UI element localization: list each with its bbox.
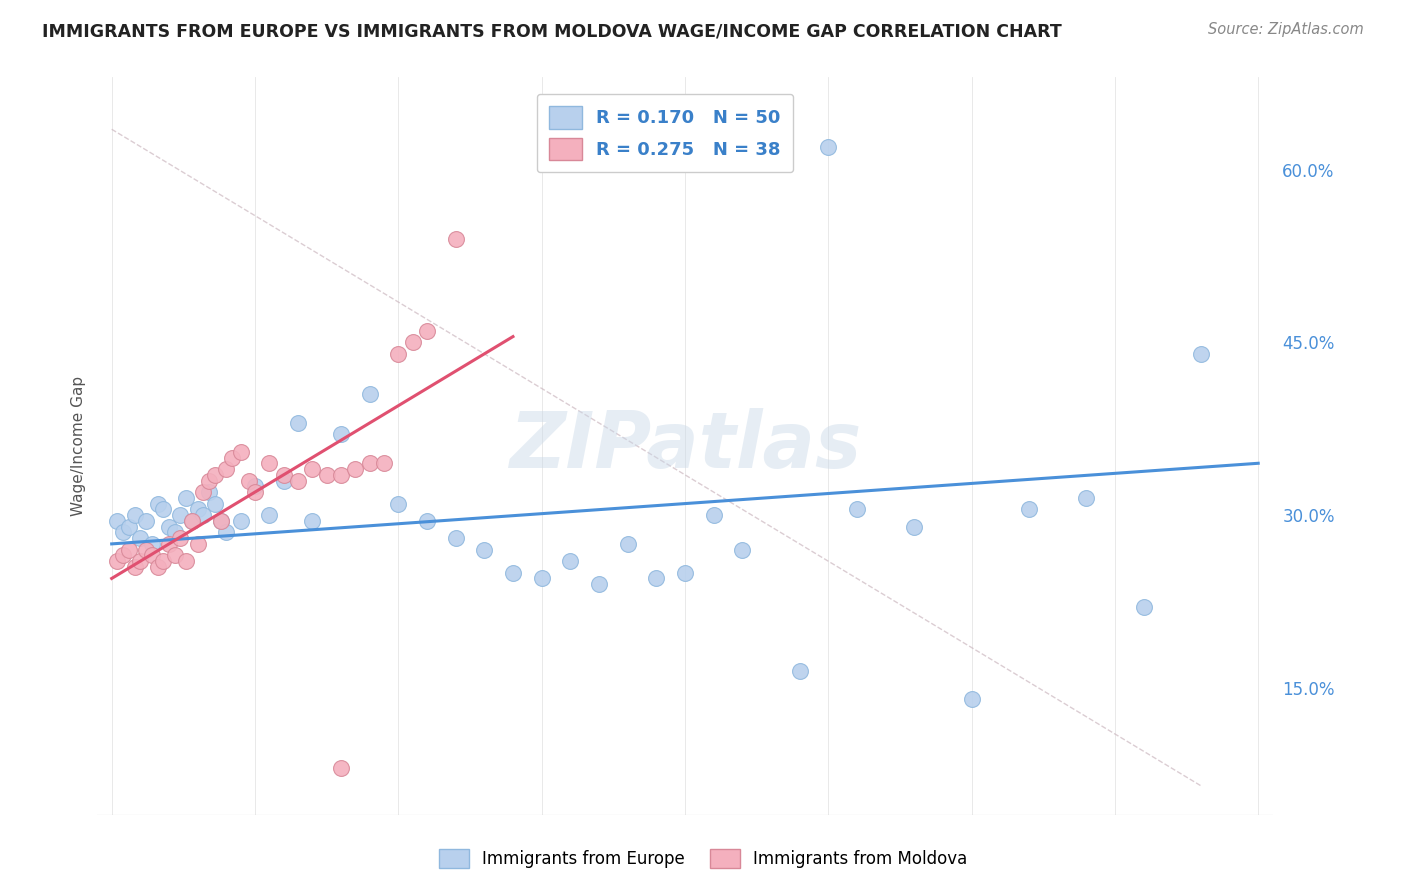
Point [169,531,191,545]
Point [209,514,232,528]
Point [141,537,163,551]
Point [229,444,252,458]
Point [330,467,353,482]
Point [198,485,221,500]
Point [146,560,169,574]
Point [530,571,553,585]
Point [416,324,439,338]
Point [1189,347,1212,361]
Point [107,554,129,568]
Point [1132,600,1154,615]
Point [259,508,281,522]
Point [187,502,209,516]
Point [472,542,495,557]
Point [287,416,309,430]
Point [845,502,868,516]
Point [174,491,197,505]
Point [146,497,169,511]
Point [616,537,638,551]
Point [215,525,238,540]
Point [560,554,582,568]
Point [387,497,409,511]
Point [359,456,381,470]
Point [209,514,232,528]
Y-axis label: Wage/Income Gap: Wage/Income Gap [72,376,86,516]
Point [204,497,226,511]
Point [645,571,668,585]
Point [129,554,152,568]
Point [152,502,174,516]
Text: ZIPatlas: ZIPatlas [509,408,860,484]
Point [502,566,524,580]
Text: Source: ZipAtlas.com: Source: ZipAtlas.com [1208,22,1364,37]
Point [193,508,215,522]
Point [789,664,811,678]
Point [112,525,135,540]
Point [301,462,323,476]
Point [359,387,381,401]
Point [107,514,129,528]
Point [673,566,696,580]
Point [163,525,186,540]
Point [817,139,839,153]
Point [135,542,157,557]
Point [387,347,409,361]
Point [112,549,135,563]
Point [187,537,209,551]
Point [129,531,152,545]
Point [215,462,238,476]
Legend: Immigrants from Europe, Immigrants from Moldova: Immigrants from Europe, Immigrants from … [432,843,974,875]
Point [238,474,260,488]
Point [315,467,337,482]
Point [1018,502,1040,516]
Point [287,474,309,488]
Point [198,474,221,488]
Point [243,479,266,493]
Point [163,549,186,563]
Point [221,450,243,465]
Legend: R = 0.170   N = 50, R = 0.275   N = 38: R = 0.170 N = 50, R = 0.275 N = 38 [537,94,793,172]
Point [152,554,174,568]
Point [444,531,467,545]
Point [229,514,252,528]
Point [259,456,281,470]
Point [118,542,141,557]
Point [273,467,295,482]
Point [330,427,353,442]
Point [1076,491,1098,505]
Point [204,467,226,482]
Point [301,514,323,528]
Point [169,508,191,522]
Point [960,692,983,706]
Point [193,485,215,500]
Point [181,514,204,528]
Point [135,514,157,528]
Point [444,232,467,246]
Point [344,462,367,476]
Point [124,560,146,574]
Point [273,474,295,488]
Point [731,542,754,557]
Point [174,554,197,568]
Point [373,456,395,470]
Point [416,514,439,528]
Point [703,508,725,522]
Point [124,508,146,522]
Point [157,519,180,533]
Point [330,762,353,776]
Point [401,335,423,350]
Point [243,485,266,500]
Point [141,549,163,563]
Point [118,519,141,533]
Text: IMMIGRANTS FROM EUROPE VS IMMIGRANTS FROM MOLDOVA WAGE/INCOME GAP CORRELATION CH: IMMIGRANTS FROM EUROPE VS IMMIGRANTS FRO… [42,22,1062,40]
Point [181,514,204,528]
Point [157,537,180,551]
Point [903,519,925,533]
Point [588,577,610,591]
